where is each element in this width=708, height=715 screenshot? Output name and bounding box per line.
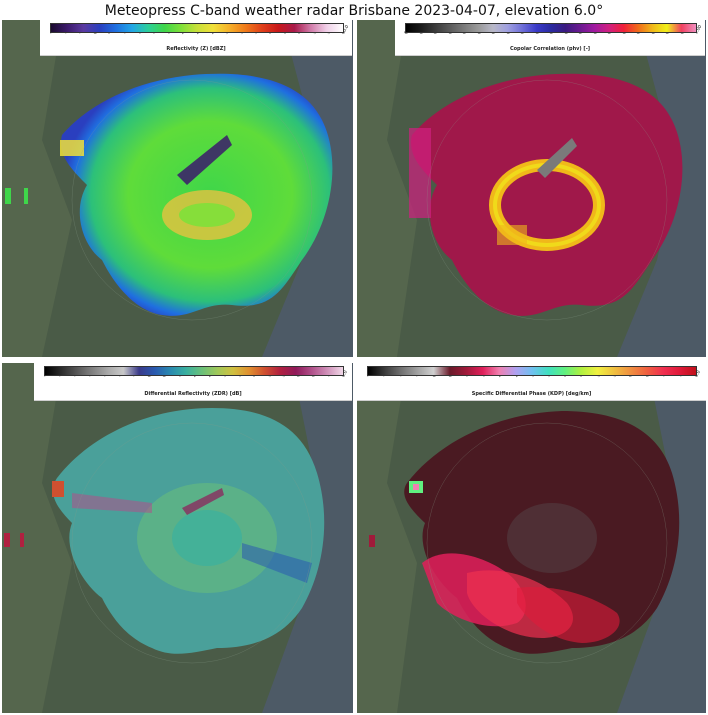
reflectivity-colorbar: -10.0-6.5-3.00.54.07.511.014.518.021.525… (40, 20, 352, 56)
copolar-correlation-colorbar-gradient (405, 23, 697, 33)
copolar-correlation-radar-map (357, 20, 706, 357)
copolar-correlation-colorbar-label: Copolar Correlation (phv) [-] (509, 46, 591, 52)
copolar-correlation-colorbar: 0.000.050.100.150.200.250.300.350.400.45… (395, 20, 705, 56)
differential-reflectivity-colorbar-gradient (44, 366, 344, 376)
specific-differential-phase-colorbar-gradient (367, 366, 697, 376)
differential-reflectivity-panel: -4.0-3.4-2.8-2.2-1.6-1.0-0.40.20.81.42.0… (2, 363, 353, 713)
reflectivity-radar-map (2, 20, 353, 357)
copolar-correlation-panel: 0.000.050.100.150.200.250.300.350.400.45… (357, 20, 706, 357)
specific-differential-phase-colorbar-label: Specific Differential Phase (KDP) [deg/k… (471, 391, 592, 397)
specific-differential-phase-colorbar: -2.0-1.5-1.0-0.50.00.51.01.52.02.53.03.5… (357, 363, 706, 401)
reflectivity-colorbar-label: Reflectivity (Z) [dBZ] (166, 46, 226, 52)
figure-title: Meteopress C-band weather radar Brisbane… (104, 3, 604, 19)
differential-reflectivity-radar-map (2, 363, 353, 713)
specific-differential-phase-radar-map (357, 363, 706, 713)
differential-reflectivity-colorbar-label: Differential Reflectivity (ZDR) [dB] (144, 391, 242, 397)
specific-differential-phase-panel: -2.0-1.5-1.0-0.50.00.51.01.52.02.53.03.5… (357, 363, 706, 713)
differential-reflectivity-colorbar: -4.0-3.4-2.8-2.2-1.6-1.0-0.40.20.81.42.0… (34, 363, 352, 401)
reflectivity-colorbar-gradient (50, 23, 344, 33)
reflectivity-panel: -10.0-6.5-3.00.54.07.511.014.518.021.525… (2, 20, 353, 357)
